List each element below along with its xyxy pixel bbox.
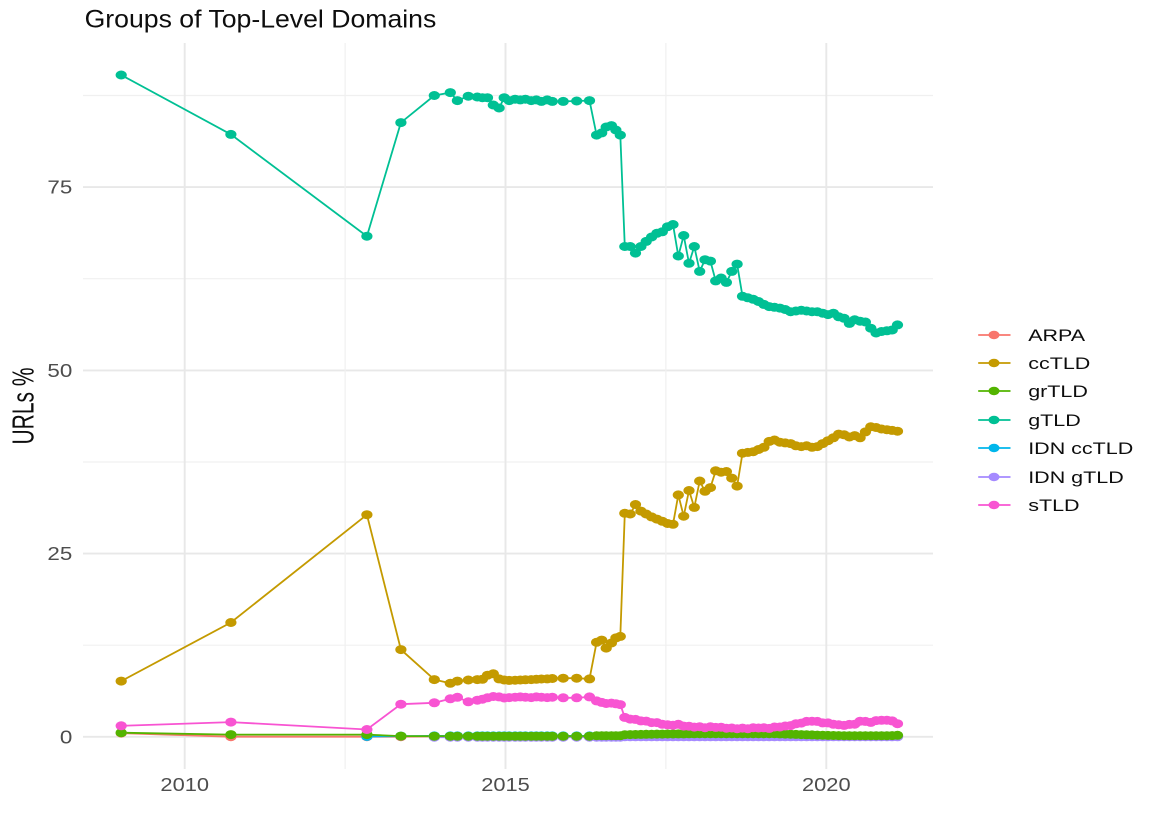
svg-text:IDN ccTLD: IDN ccTLD (1028, 440, 1133, 458)
svg-text:2020: 2020 (802, 776, 851, 796)
svg-text:URLs %: URLs % (6, 368, 41, 445)
svg-text:ccTLD: ccTLD (1028, 355, 1090, 373)
svg-text:50: 50 (47, 362, 72, 382)
svg-text:0: 0 (60, 728, 72, 748)
svg-text:75: 75 (47, 178, 72, 198)
svg-text:ARPA: ARPA (1028, 327, 1085, 345)
svg-text:2015: 2015 (481, 776, 530, 796)
svg-text:25: 25 (47, 545, 72, 565)
svg-text:2010: 2010 (160, 776, 209, 796)
svg-text:grTLD: grTLD (1028, 383, 1088, 401)
svg-text:IDN gTLD: IDN gTLD (1028, 469, 1124, 487)
svg-text:gTLD: gTLD (1028, 412, 1081, 430)
svg-text:Groups of Top-Level Domains: Groups of Top-Level Domains (85, 6, 437, 33)
svg-text:sTLD: sTLD (1028, 497, 1079, 515)
